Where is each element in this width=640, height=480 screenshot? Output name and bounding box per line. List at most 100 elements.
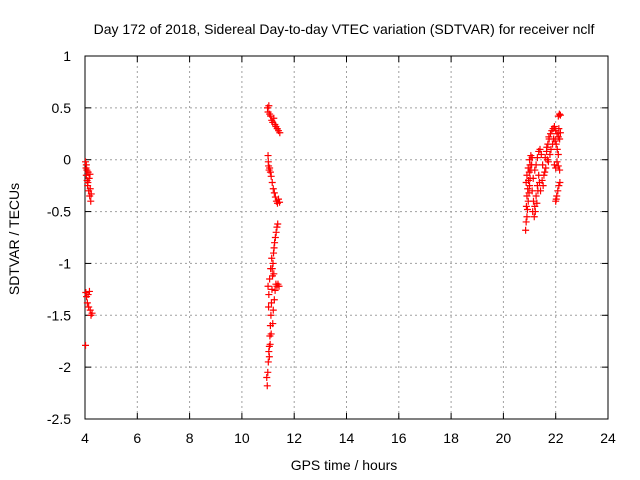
x-tick-label: 18 bbox=[443, 430, 459, 446]
y-tick-label: 1 bbox=[63, 48, 71, 64]
data-point bbox=[524, 185, 532, 193]
data-point bbox=[529, 174, 537, 182]
data-point bbox=[523, 213, 531, 221]
data-point bbox=[86, 185, 94, 193]
y-axis-label: SDTVAR / TECUs bbox=[6, 183, 22, 295]
data-point bbox=[554, 151, 562, 159]
data-point bbox=[85, 287, 93, 295]
data-point bbox=[276, 129, 284, 137]
data-point bbox=[265, 303, 273, 311]
data-point bbox=[269, 306, 277, 314]
data-point bbox=[85, 303, 93, 311]
data-point bbox=[271, 234, 279, 241]
data-point bbox=[532, 161, 540, 169]
data-point bbox=[266, 340, 274, 348]
x-tick-label: 4 bbox=[81, 430, 89, 446]
data-point bbox=[539, 182, 547, 190]
data-point bbox=[264, 282, 272, 290]
data-point bbox=[540, 171, 548, 179]
data-point bbox=[269, 185, 277, 193]
data-point bbox=[265, 291, 273, 299]
data-point bbox=[275, 282, 283, 290]
data-point bbox=[531, 166, 539, 174]
data-point bbox=[269, 320, 277, 328]
data-point bbox=[550, 123, 558, 131]
data-point bbox=[556, 135, 564, 143]
data-point bbox=[275, 195, 283, 203]
data-point bbox=[268, 285, 276, 293]
data-point bbox=[543, 156, 551, 164]
data-point bbox=[264, 368, 272, 376]
data-point bbox=[82, 161, 90, 169]
data-point bbox=[523, 192, 531, 200]
data-point bbox=[522, 202, 530, 210]
data-point bbox=[87, 190, 95, 198]
data-point bbox=[555, 182, 563, 190]
data-point bbox=[536, 145, 544, 153]
data-point bbox=[82, 341, 90, 349]
data-point bbox=[274, 220, 282, 228]
data-point bbox=[551, 137, 559, 145]
data-point bbox=[267, 330, 275, 338]
data-point bbox=[84, 291, 92, 299]
x-tick-label: 22 bbox=[548, 430, 564, 446]
data-point bbox=[553, 158, 561, 166]
data-point bbox=[533, 154, 541, 162]
data-point bbox=[270, 270, 278, 278]
y-tick-label: -1 bbox=[59, 255, 72, 271]
data-point bbox=[271, 286, 279, 294]
data-point bbox=[523, 171, 531, 179]
data-point bbox=[526, 156, 534, 164]
data-point bbox=[553, 145, 561, 153]
data-point bbox=[266, 275, 274, 283]
data-point bbox=[271, 239, 279, 247]
data-point bbox=[270, 296, 278, 304]
data-point bbox=[552, 140, 560, 148]
data-point bbox=[553, 130, 561, 138]
data-point bbox=[266, 164, 274, 172]
data-point bbox=[554, 187, 562, 195]
data-point bbox=[556, 111, 564, 119]
data-point bbox=[268, 179, 276, 187]
data-point bbox=[82, 158, 90, 166]
data-point bbox=[537, 187, 545, 195]
data-point bbox=[555, 125, 563, 133]
data-point bbox=[556, 179, 564, 187]
data-point bbox=[530, 213, 538, 221]
x-axis-label: GPS time / hours bbox=[291, 457, 398, 473]
data-point bbox=[85, 174, 93, 182]
data-point bbox=[535, 179, 543, 187]
data-point bbox=[272, 228, 280, 236]
chart-title: Day 172 of 2018, Sidereal Day-to-day VTE… bbox=[94, 21, 595, 37]
data-point bbox=[265, 353, 273, 361]
data-point bbox=[263, 382, 271, 390]
x-tick-label: 8 bbox=[186, 430, 194, 446]
y-tick-label: -2 bbox=[59, 359, 72, 375]
data-point bbox=[527, 152, 535, 160]
data-point bbox=[84, 179, 92, 187]
data-point bbox=[83, 299, 91, 307]
data-point bbox=[273, 223, 281, 231]
data-point bbox=[524, 164, 532, 172]
data-point bbox=[552, 195, 560, 203]
data-point bbox=[267, 172, 275, 180]
data-point bbox=[546, 130, 554, 138]
x-tick-label: 12 bbox=[286, 430, 302, 446]
data-point bbox=[86, 306, 94, 314]
data-point bbox=[554, 162, 562, 170]
y-tick-label: 0.5 bbox=[52, 100, 72, 116]
x-tick-label: 16 bbox=[391, 430, 407, 446]
data-point bbox=[268, 265, 276, 273]
data-point bbox=[88, 309, 96, 317]
data-point bbox=[547, 145, 555, 153]
data-point bbox=[541, 168, 549, 176]
data-point bbox=[556, 166, 564, 174]
axis-ticks: 4 6 8 10 12 14 16 18 20 22 24 -2.5 -2 -1.5 -1 -0.5 0 0.5 1 bbox=[47, 48, 616, 446]
y-tick-label: -2.5 bbox=[47, 411, 71, 427]
y-tick-label: 0 bbox=[63, 152, 71, 168]
x-tick-label: 14 bbox=[339, 430, 355, 446]
data-point bbox=[266, 168, 274, 176]
data-point bbox=[276, 198, 284, 206]
data-points bbox=[82, 102, 564, 390]
